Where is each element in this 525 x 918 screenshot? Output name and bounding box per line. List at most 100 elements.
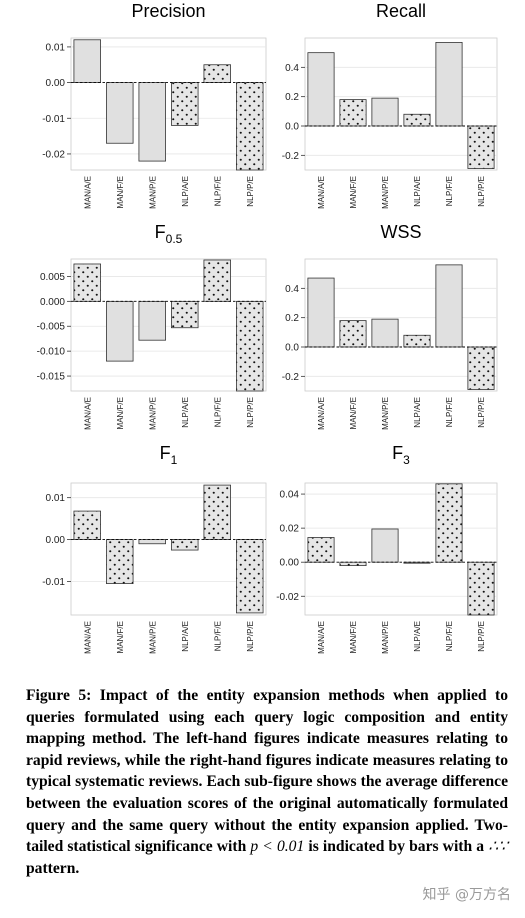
- bar-nlp-a-e: [171, 300, 199, 329]
- x-tick-label: NLP/F/E: [213, 397, 222, 427]
- bar-man-a-e: [307, 537, 335, 563]
- chart-panel-5: 0.01 0.00 -0.01 MAN/A/E MAN/F/E MAN/P/E NLP/A/…: [42, 443, 267, 654]
- x-tick-label: MAN/F/E: [116, 176, 125, 208]
- x-tick-label: MAN/A/E: [83, 176, 92, 209]
- x-tick-label: NLP/F/E: [213, 176, 222, 206]
- bar-nlp-p-e: [236, 539, 264, 614]
- caption-text-3: pattern.: [26, 859, 80, 877]
- x-tick-label: NLP/A/E: [181, 621, 190, 652]
- x-tick-label: MAN/A/E: [83, 397, 92, 430]
- plot-area: [70, 482, 267, 616]
- x-tick-label: NLP/A/E: [413, 621, 422, 652]
- chart-title: WSS: [380, 222, 421, 242]
- bar-nlp-p-e: [236, 300, 264, 392]
- x-tick-label: MAN/F/E: [116, 621, 125, 653]
- y-tick-label: 0.00: [46, 78, 66, 89]
- y-tick-label: 0.00: [280, 558, 300, 569]
- x-tick-label: MAN/P/E: [381, 621, 390, 654]
- x-tick-label: MAN/P/E: [148, 397, 157, 430]
- x-tick-label: MAN/A/E: [317, 397, 326, 430]
- chart-title: Recall: [376, 1, 426, 21]
- x-tick-label: NLP/P/E: [477, 176, 486, 207]
- y-tick-label: 0.2: [285, 92, 299, 103]
- y-tick-label: 0.0: [285, 122, 299, 133]
- bar-man-f-e: [339, 561, 367, 567]
- bar-nlp-f-e: [203, 259, 231, 302]
- x-tick-label: MAN/P/E: [148, 176, 157, 209]
- y-tick-label: 0.00: [46, 535, 66, 546]
- x-tick-label: MAN/F/E: [116, 397, 125, 429]
- chart-panel-2: 0.4 0.2 0.0 -0.2 MAN/A/E MAN/F/E MAN/P/E NLP/A/…: [282, 1, 498, 209]
- y-tick-label: -0.005: [37, 322, 66, 333]
- y-tick-label: 0.0: [285, 343, 299, 354]
- bar-man-f-e: [106, 539, 134, 584]
- x-tick-label: MAN/P/E: [381, 176, 390, 209]
- bar-man-p-e: [371, 318, 399, 348]
- plot-area: [70, 37, 267, 171]
- x-tick-label: NLP/A/E: [413, 397, 422, 428]
- x-tick-label: NLP/F/E: [445, 176, 454, 206]
- bar-nlp-a-e: [403, 113, 431, 127]
- x-tick-label: MAN/P/E: [381, 397, 390, 430]
- plot-area: [70, 258, 267, 392]
- chart-panel-6: 0.04 0.02 0.00 -0.02 MAN/A/E MAN/F/E MAN/P/E NL…: [276, 443, 498, 654]
- bar-nlp-f-e: [435, 483, 463, 563]
- y-tick-label: 0.01: [46, 42, 66, 53]
- y-tick-label: 0.4: [285, 284, 299, 295]
- x-tick-label: NLP/P/E: [246, 176, 255, 207]
- y-tick-label: -0.01: [42, 577, 65, 588]
- bar-nlp-a-e: [171, 539, 199, 551]
- chart-title: F3: [392, 443, 410, 467]
- caption-p-condition: < 0.01: [258, 838, 305, 856]
- x-tick-label: MAN/A/E: [83, 621, 92, 654]
- bar-man-f-e: [339, 99, 367, 127]
- bar-nlp-f-e: [435, 264, 463, 348]
- bar-man-a-e: [73, 39, 101, 83]
- bar-man-a-e: [307, 277, 335, 348]
- x-tick-label: NLP/F/E: [445, 621, 454, 651]
- x-tick-label: NLP/F/E: [213, 621, 222, 651]
- bar-man-p-e: [138, 82, 166, 162]
- bar-man-p-e: [371, 97, 399, 127]
- x-tick-label: MAN/F/E: [349, 621, 358, 653]
- chart-title: F0.5: [155, 222, 183, 246]
- x-tick-label: MAN/A/E: [317, 176, 326, 209]
- y-tick-label: -0.01: [42, 114, 65, 125]
- chart-title: F1: [160, 443, 178, 467]
- x-tick-label: MAN/P/E: [148, 621, 157, 654]
- bar-man-a-e: [73, 263, 101, 302]
- chart-panel-3: 0.005 0.000 -0.005 -0.010 -0.015 MAN/A/E MAN/F…: [37, 222, 267, 430]
- figure-caption: Figure 5: Impact of the entity expansion…: [26, 685, 508, 879]
- watermark: 知乎 @万方名: [422, 887, 511, 903]
- x-tick-label: NLP/F/E: [445, 397, 454, 427]
- y-tick-label: -0.010: [37, 347, 66, 358]
- x-tick-label: NLP/P/E: [246, 397, 255, 428]
- bar-nlp-f-e: [203, 484, 231, 540]
- bar-man-a-e: [307, 52, 335, 127]
- y-tick-label: 0.000: [40, 297, 65, 308]
- x-tick-label: NLP/A/E: [181, 397, 190, 428]
- plot-area: [304, 37, 498, 171]
- plot-area: [304, 482, 498, 616]
- bar-nlp-a-e: [403, 561, 431, 564]
- x-tick-label: MAN/F/E: [349, 397, 358, 429]
- bar-man-p-e: [138, 300, 166, 341]
- y-tick-label: -0.02: [42, 149, 65, 160]
- chart-panel-1: 0.01 0.00 -0.01 -0.02 MAN/A/E MAN/F/E MAN/P/E N…: [42, 1, 267, 209]
- y-tick-label: 0.4: [285, 63, 299, 74]
- caption-pattern-symbol: ∴∵: [488, 838, 509, 856]
- bar-nlp-a-e: [403, 334, 431, 348]
- y-tick-label: -0.2: [282, 151, 300, 162]
- y-tick-label: -0.02: [276, 592, 299, 603]
- bar-nlp-a-e: [171, 82, 199, 126]
- y-tick-label: 0.005: [40, 272, 65, 283]
- bar-nlp-f-e: [435, 42, 463, 127]
- x-tick-label: NLP/P/E: [477, 397, 486, 428]
- y-tick-label: 0.04: [280, 490, 300, 501]
- plot-area: [304, 258, 498, 392]
- bar-nlp-f-e: [203, 64, 231, 83]
- bar-man-a-e: [73, 510, 101, 540]
- bar-man-f-e: [339, 320, 367, 348]
- bar-man-f-e: [106, 300, 134, 362]
- bar-man-p-e: [138, 539, 166, 545]
